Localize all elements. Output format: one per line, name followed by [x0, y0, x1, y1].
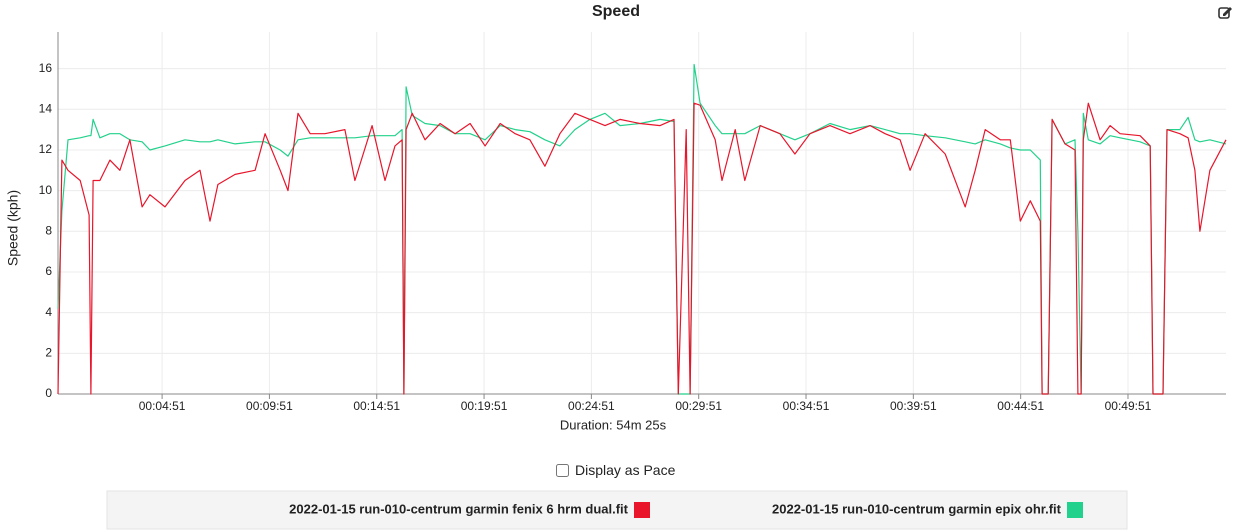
y-tick-label: 16	[39, 61, 53, 75]
chart-title: Speed	[592, 3, 640, 20]
series-line	[57, 102, 1227, 395]
pace-checkbox[interactable]	[556, 463, 569, 477]
x-tick-label: 00:49:51	[1105, 399, 1152, 413]
pace-toggle[interactable]: Display as Pace	[556, 462, 675, 478]
y-axis-label: Speed (kph)	[5, 190, 21, 266]
edit-icon[interactable]	[1218, 7, 1232, 19]
legend-item[interactable]: 2022-01-15 run-010-centrum garmin epix o…	[772, 501, 1083, 518]
y-tick-label: 0	[45, 386, 52, 400]
x-tick-label: 00:14:51	[353, 399, 400, 413]
x-tick-label: 00:09:51	[246, 399, 293, 413]
y-tick-label: 14	[39, 101, 53, 115]
legend-item[interactable]: 2022-01-15 run-010-centrum garmin fenix …	[289, 501, 650, 518]
x-tick-label: 00:34:51	[783, 399, 830, 413]
y-tick-label: 2	[45, 345, 52, 359]
y-tick-label: 10	[39, 183, 53, 197]
legend-swatch	[634, 502, 650, 518]
legend	[106, 490, 1128, 530]
x-tick-label: 00:29:51	[675, 399, 722, 413]
legend-swatch	[1067, 502, 1083, 518]
legend-label: 2022-01-15 run-010-centrum garmin epix o…	[772, 501, 1062, 516]
x-tick-label: 00:19:51	[461, 399, 508, 413]
y-tick-label: 4	[45, 305, 52, 319]
y-tick-label: 6	[45, 264, 52, 278]
y-tick-label: 12	[39, 142, 53, 156]
y-tick-label: 8	[45, 223, 52, 237]
legend-label: 2022-01-15 run-010-centrum garmin fenix …	[289, 501, 628, 516]
x-tick-label: 00:04:51	[139, 399, 186, 413]
x-tick-label: 00:39:51	[890, 399, 937, 413]
x-axis-label: Duration: 54m 25s	[560, 417, 667, 432]
pace-label: Display as Pace	[575, 462, 676, 478]
x-tick-label: 00:24:51	[568, 399, 615, 413]
x-tick-label: 00:44:51	[997, 399, 1044, 413]
